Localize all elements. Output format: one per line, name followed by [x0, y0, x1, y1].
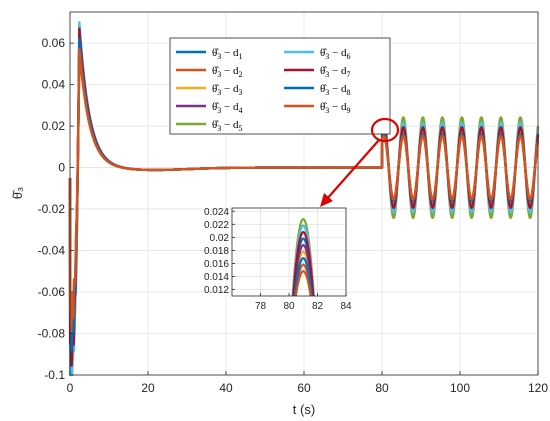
axis-ticks: 0 20 40 60 80 100 120 -0.1 -0.08 -0.06 -0.04 -0.02 0… [38, 36, 549, 395]
x-tick-label: 40 [219, 381, 233, 395]
y-tick-label: -0.08 [38, 327, 66, 341]
inset-x-tick-label: 78 [255, 301, 267, 312]
inset-series-line [292, 231, 315, 296]
inset-zoom: 78 80 82 84 0.012 0.014 0.016 0.018 0.02 0.022 0.0… [204, 207, 352, 312]
zoom-arrowhead [320, 193, 333, 207]
legend-box [169, 37, 391, 135]
legend-label: θ̂3 − d8 [320, 83, 351, 97]
y-tick-label: 0.02 [42, 119, 66, 133]
x-tick-label: 60 [297, 381, 311, 395]
x-axis-label: t (s) [293, 402, 315, 417]
y-tick-label: -0.06 [38, 285, 66, 299]
inset-x-tick-label: 84 [340, 301, 352, 312]
zoom-highlight-circle [370, 117, 400, 143]
inset-y-tick-label: 0.024 [204, 207, 229, 218]
series-lines [68, 21, 540, 377]
zoom-arrow-line [325, 139, 380, 201]
y-axis-label: θ̂₃ [10, 187, 25, 200]
legend: θ̂3 − d1 θ̂3 − d2 θ̂3 − d3 θ̂3 − d4 θ̂3 − d5… [169, 37, 391, 135]
inset-y-tick-label: 0.018 [204, 246, 229, 257]
inset-series-line [293, 257, 313, 296]
y-tick-label: 0 [58, 161, 65, 175]
legend-label: θ̂3 − d3 [212, 83, 243, 97]
legend-label: θ̂3 − d4 [212, 101, 243, 115]
legend-label: θ̂3 − d5 [212, 119, 243, 133]
x-tick-label: 100 [450, 381, 470, 395]
legend-label: θ̂3 − d9 [320, 101, 351, 115]
inset-y-tick-label: 0.012 [204, 285, 229, 296]
legend-label: θ̂3 − d1 [212, 47, 243, 61]
inset-y-tick-label: 0.022 [204, 220, 229, 231]
legend-label: θ̂3 − d2 [212, 65, 243, 79]
inset-y-tick-label: 0.016 [204, 259, 229, 270]
inset-series [291, 217, 315, 296]
x-tick-label: 80 [375, 381, 389, 395]
inset-x-tick-label: 80 [283, 301, 295, 312]
x-tick-label: 0 [67, 381, 74, 395]
legend-label: θ̂3 − d7 [320, 65, 351, 79]
series-line [68, 48, 540, 333]
inset-series-line [294, 270, 312, 296]
y-tick-label: 0.04 [42, 78, 66, 92]
y-tick-label: -0.1 [44, 368, 65, 382]
inset-x-tick-label: 82 [312, 301, 324, 312]
legend-label: θ̂3 − d6 [320, 47, 351, 61]
y-tick-label: -0.04 [38, 244, 66, 258]
y-tick-label: -0.02 [38, 202, 66, 216]
inset-y-tick-label: 0.014 [204, 272, 229, 283]
x-tick-label: 120 [528, 381, 548, 395]
y-tick-label: 0.06 [42, 36, 66, 50]
inset-y-tick-label: 0.02 [210, 233, 230, 244]
x-tick-label: 20 [141, 381, 155, 395]
